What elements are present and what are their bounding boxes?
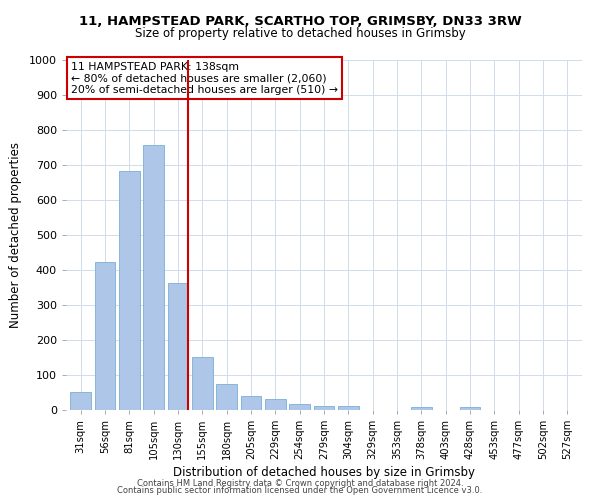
Bar	[289, 404, 310, 410]
Bar	[216, 384, 237, 410]
Bar	[411, 406, 432, 410]
Bar	[314, 406, 334, 410]
Text: Contains HM Land Registry data © Crown copyright and database right 2024.: Contains HM Land Registry data © Crown c…	[137, 478, 463, 488]
Bar	[338, 406, 359, 410]
Text: 11 HAMPSTEAD PARK: 138sqm
← 80% of detached houses are smaller (2,060)
20% of se: 11 HAMPSTEAD PARK: 138sqm ← 80% of detac…	[71, 62, 338, 95]
Bar	[460, 406, 481, 410]
Bar	[241, 396, 262, 410]
Bar	[143, 145, 164, 410]
Y-axis label: Number of detached properties: Number of detached properties	[9, 142, 22, 328]
Bar	[167, 284, 188, 410]
Text: 11, HAMPSTEAD PARK, SCARTHO TOP, GRIMSBY, DN33 3RW: 11, HAMPSTEAD PARK, SCARTHO TOP, GRIMSBY…	[79, 15, 521, 28]
Text: Size of property relative to detached houses in Grimsby: Size of property relative to detached ho…	[134, 28, 466, 40]
Bar	[192, 357, 212, 410]
Bar	[265, 399, 286, 410]
Text: Contains public sector information licensed under the Open Government Licence v3: Contains public sector information licen…	[118, 486, 482, 495]
X-axis label: Distribution of detached houses by size in Grimsby: Distribution of detached houses by size …	[173, 466, 475, 479]
Bar	[95, 262, 115, 410]
Bar	[70, 392, 91, 410]
Bar	[119, 172, 140, 410]
